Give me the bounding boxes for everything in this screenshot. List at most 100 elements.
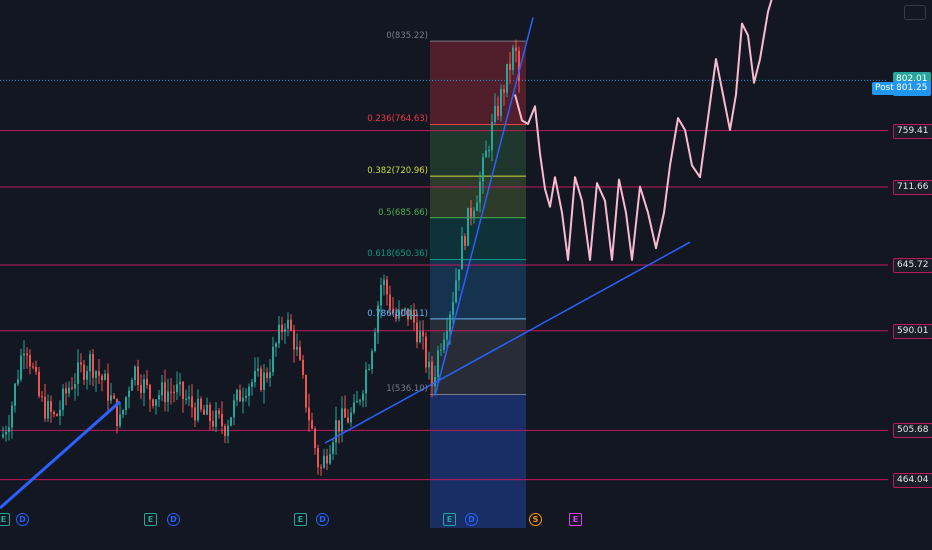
candle-body (428, 361, 430, 368)
trendline-lower-left (0, 400, 121, 510)
dividend-event-marker[interactable]: D (465, 513, 478, 526)
candle-body (290, 319, 292, 331)
candle-body (431, 361, 433, 387)
fib-level-label: 0.618(650.36) (367, 249, 428, 260)
candle-body (29, 355, 31, 367)
candle-body (380, 285, 382, 306)
candle-body (203, 409, 205, 415)
candle-body (425, 336, 427, 368)
earnings-event-marker[interactable]: E (144, 513, 157, 526)
fib-level-label: 1(536.10) (386, 384, 428, 395)
candle-body (167, 391, 169, 403)
candle-body (497, 105, 499, 116)
candle-body (449, 314, 451, 332)
split-event-marker[interactable]: S (529, 513, 542, 526)
dividend-event-marker[interactable]: D (167, 513, 180, 526)
candle-body (218, 410, 220, 414)
candle-body (254, 370, 256, 383)
candle-body (356, 400, 358, 403)
candle-body (143, 379, 145, 393)
candle-body (323, 455, 325, 468)
candle-body (491, 122, 493, 151)
candle-body (326, 455, 328, 464)
candle-body (164, 382, 166, 403)
candle-body (107, 373, 109, 401)
candle-body (23, 353, 25, 356)
candle-body (485, 150, 487, 158)
candle-body (494, 105, 496, 123)
candle-body (74, 384, 76, 389)
candle-body (194, 407, 196, 421)
candle-body (287, 319, 289, 329)
candle-body (95, 371, 97, 378)
candle-body (362, 393, 364, 401)
candle-body (278, 324, 280, 344)
candle-body (434, 377, 436, 387)
candle-body (26, 353, 28, 356)
chart-settings-button[interactable] (904, 5, 926, 20)
candle-body (404, 308, 406, 311)
candle-body (413, 309, 415, 323)
candle-body (344, 408, 346, 418)
candle-body (50, 401, 52, 412)
candle-body (461, 236, 463, 270)
trendline-steep-rally (434, 17, 534, 396)
candle-body (86, 371, 88, 380)
candle-body (14, 383, 16, 406)
candle-body (251, 382, 253, 387)
candle-body (374, 332, 376, 351)
candle-body (269, 372, 271, 378)
fib-zone (430, 217, 526, 260)
dividend-event-marker[interactable]: D (316, 513, 329, 526)
candle-body (389, 294, 391, 310)
candle-body (35, 366, 37, 372)
candle-body (185, 398, 187, 400)
candle-body (119, 414, 121, 427)
candle-body (32, 366, 34, 368)
candle-body (440, 349, 442, 351)
fib-level-label: 0(835.22) (386, 31, 428, 42)
candle-body (308, 407, 310, 421)
earnings-event-marker[interactable]: E (0, 513, 10, 526)
candle-body (134, 366, 136, 381)
candle-body (392, 309, 394, 314)
dividend-event-marker[interactable]: D (16, 513, 29, 526)
candle-body (170, 391, 172, 393)
candle-body (506, 63, 508, 93)
candle-body (182, 381, 184, 399)
candle-body (398, 310, 400, 319)
earnings-future-event-marker[interactable]: E (569, 513, 582, 526)
candle-body (416, 322, 418, 343)
candle-body (11, 405, 13, 428)
candle-body (68, 387, 70, 394)
candle-body (329, 453, 331, 464)
candle-body (65, 388, 67, 394)
earnings-event-marker[interactable]: E (294, 513, 307, 526)
candle-body (77, 362, 79, 385)
fib-extension-zone (430, 394, 526, 528)
candle-body (137, 366, 139, 386)
candle-body (281, 324, 283, 333)
candle-body (272, 346, 274, 373)
candle-body (365, 369, 367, 394)
candle-body (104, 373, 106, 381)
candle-body (488, 150, 490, 152)
candle-body (467, 207, 469, 246)
trendline-main-support (324, 241, 691, 444)
candle-body (320, 467, 322, 469)
candle-body (335, 420, 337, 443)
candle-body (260, 368, 262, 390)
level-price-label: 759.41 (893, 123, 932, 139)
candle-body (263, 372, 265, 390)
candle-body (113, 395, 115, 399)
earnings-event-marker[interactable]: E (443, 513, 456, 526)
candle-body (401, 310, 403, 312)
fib-zone (430, 259, 526, 319)
candle-body (206, 404, 208, 415)
candle-body (122, 410, 124, 415)
candle-body (242, 397, 244, 402)
candle-body (80, 362, 82, 365)
candle-body (341, 408, 343, 432)
